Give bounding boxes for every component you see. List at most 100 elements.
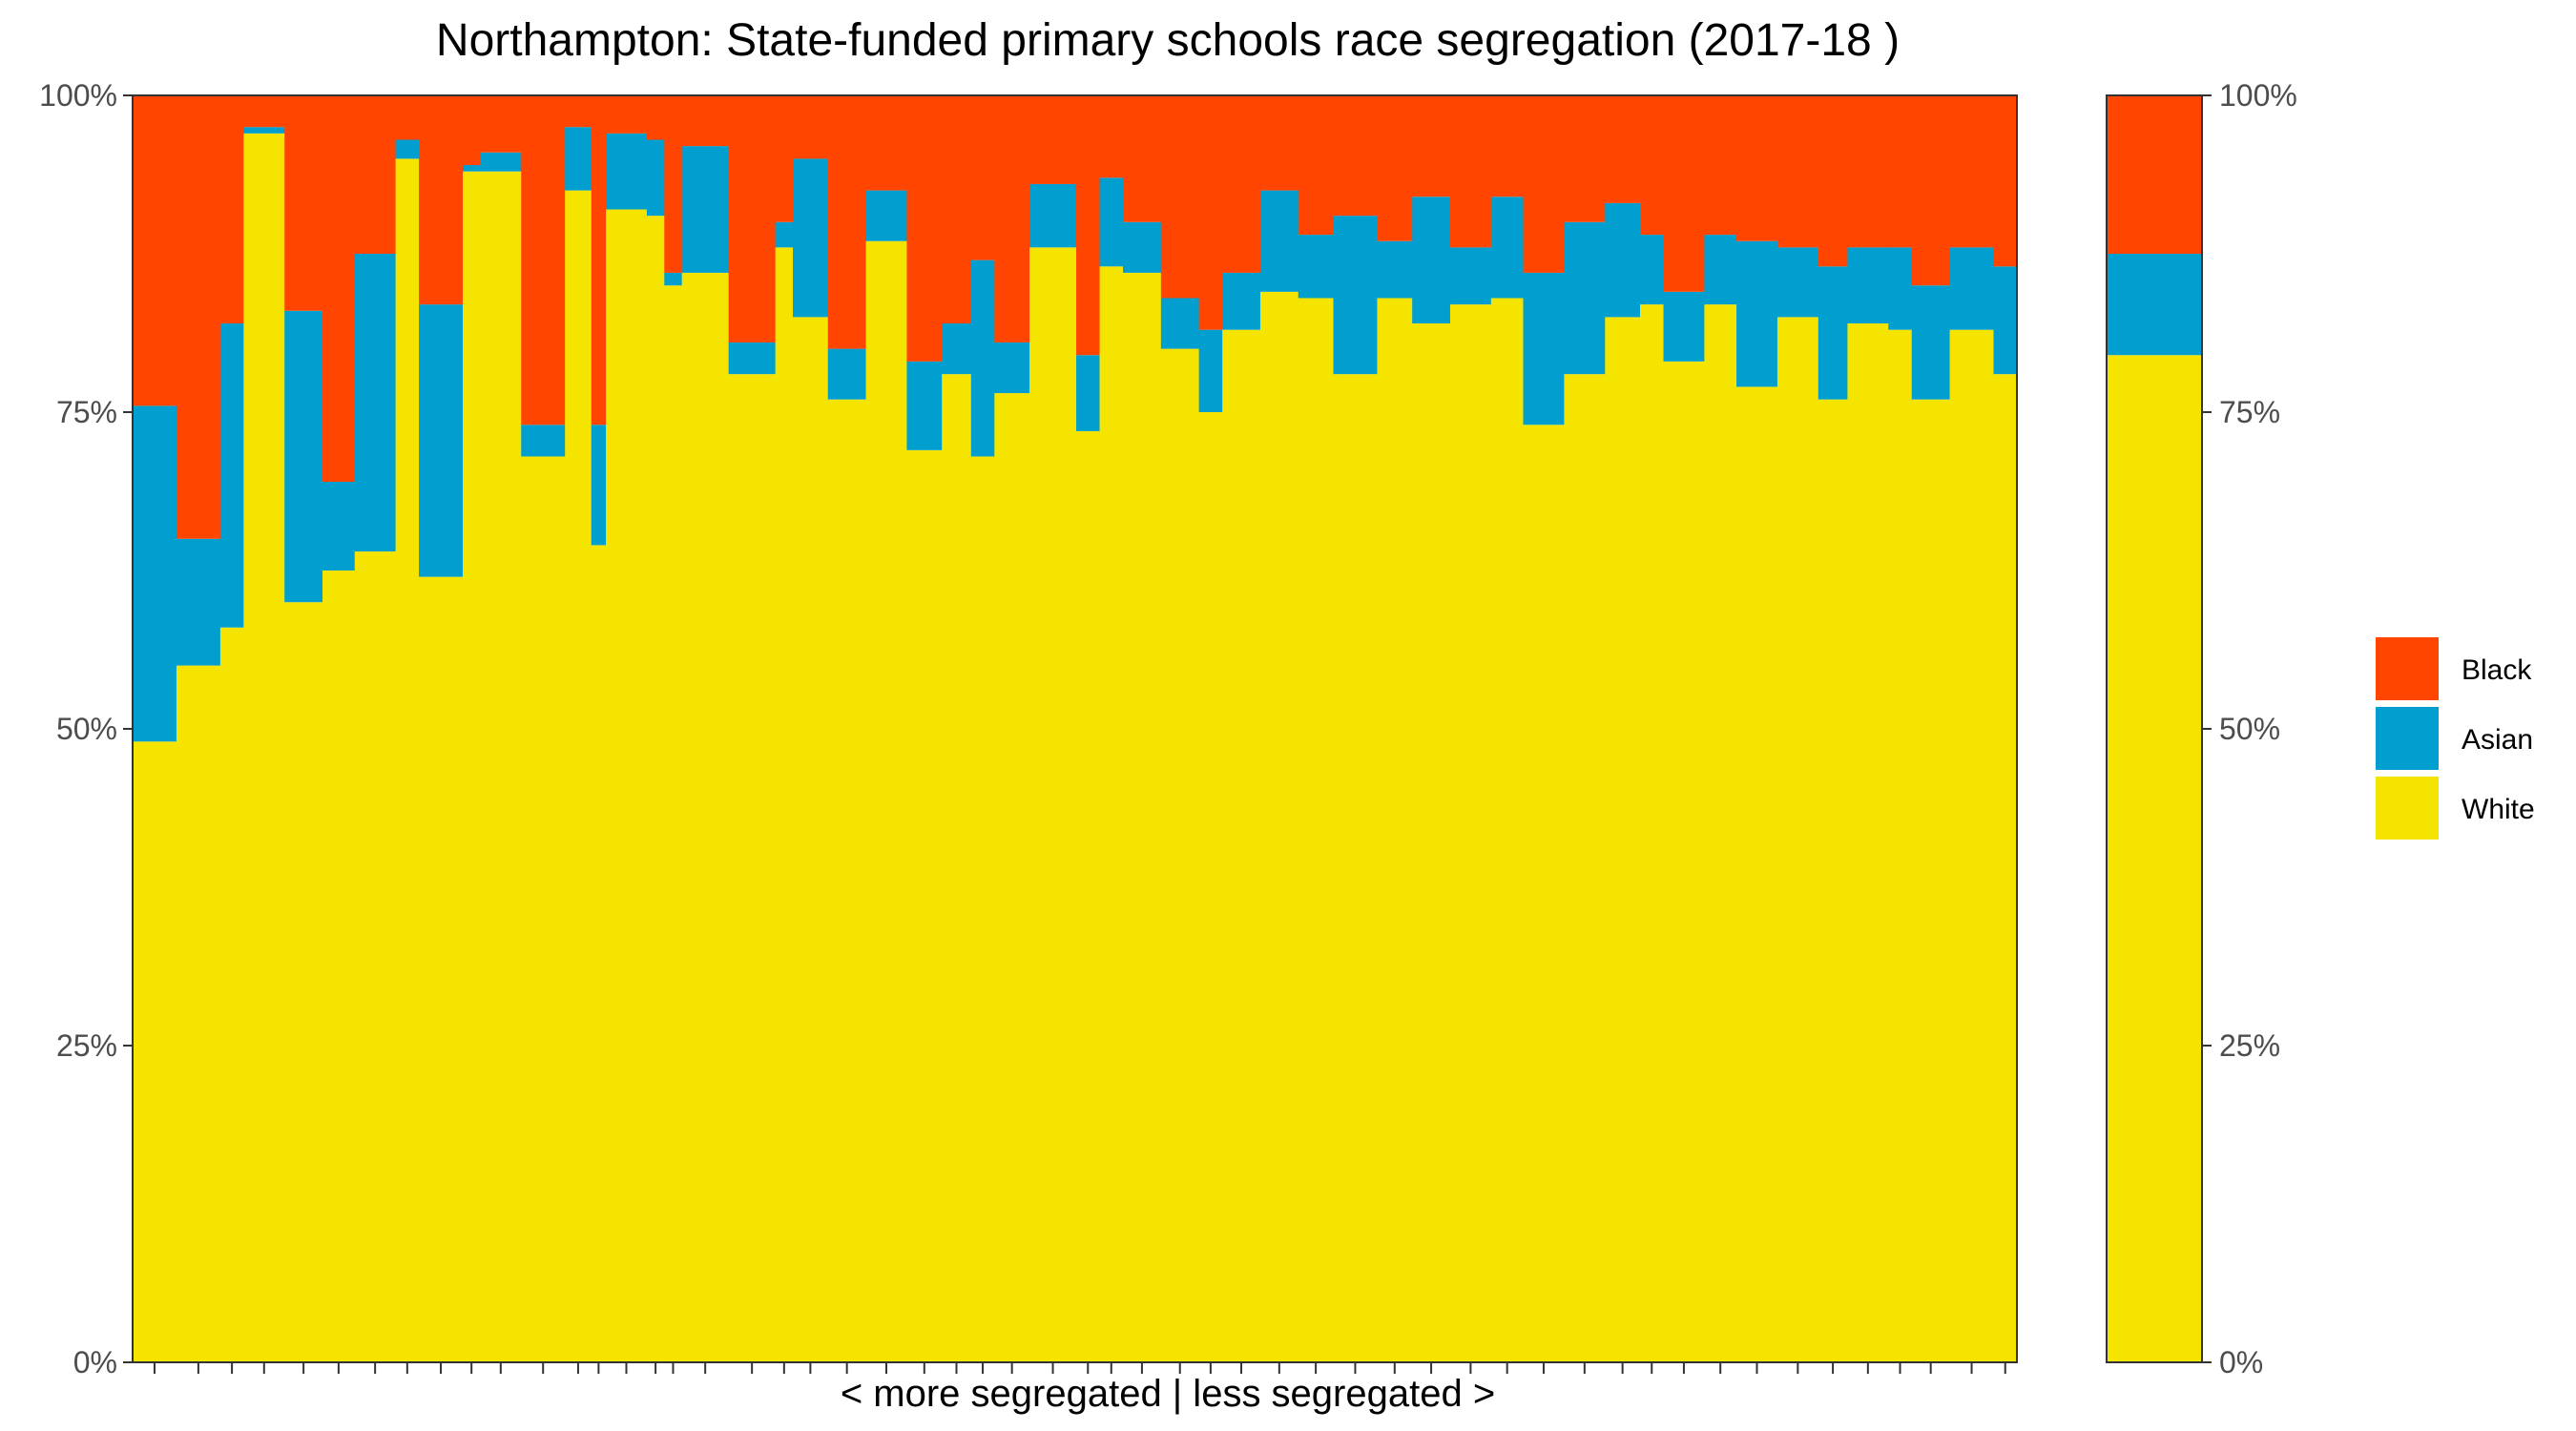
y-tick-label-left: 100% <box>39 78 117 113</box>
bar-segment-asian <box>728 342 777 375</box>
bar-segment-asian <box>1123 221 1162 273</box>
bar-segment-black <box>1449 95 1492 248</box>
bar-segment-asian <box>1029 183 1077 248</box>
bar-segment-asian <box>1099 177 1124 267</box>
bar-segment-white <box>1490 298 1525 1363</box>
bar-segment-asian <box>243 127 285 134</box>
overall-panel-border <box>2106 94 2203 1363</box>
bar-segment-asian <box>681 146 730 273</box>
bar-segment-black <box>1298 95 1335 236</box>
bar-segment-asian <box>219 323 244 628</box>
bar-segment-white <box>1847 323 1889 1362</box>
bar-segment-black <box>176 95 221 539</box>
legend-label-asian: Asian <box>2462 724 2533 756</box>
bar-segment-black <box>1099 95 1124 178</box>
bar-segment-asian <box>1704 235 1737 305</box>
bar-segment-asian <box>646 139 665 217</box>
bar-segment-white <box>395 158 420 1362</box>
bar-segment-white <box>1605 317 1641 1362</box>
bar-segment-white <box>1222 329 1261 1363</box>
bar-segment-black <box>322 95 356 483</box>
bar-segment-black <box>1776 95 1819 248</box>
bar-segment-white <box>994 393 1030 1363</box>
bar-segment-white <box>1259 291 1299 1363</box>
bar-segment-asian <box>1605 202 1641 318</box>
bar-segment-black <box>1888 95 1913 248</box>
bar-segment-black <box>133 95 177 406</box>
bar-segment-white <box>728 374 777 1362</box>
bar-segment-black <box>1818 95 1849 267</box>
bar-segment-black <box>1076 95 1101 356</box>
bar-segment-white <box>322 570 356 1362</box>
bar-segment-white <box>1776 317 1819 1362</box>
bar-segment-asian <box>1949 247 1995 330</box>
overall-segment-asian <box>2107 254 2202 356</box>
bar-segment-asian <box>1160 298 1200 349</box>
bar-segment-black <box>480 95 522 153</box>
bar-segment-asian <box>1222 272 1261 330</box>
bar-segment-white <box>1099 266 1124 1362</box>
bar-segment-black <box>419 95 464 305</box>
bar-segment-white <box>1993 374 2018 1362</box>
bar-segment-white <box>942 374 972 1362</box>
bar-segment-asian <box>1847 247 1889 324</box>
bar-segment-asian <box>1888 247 1913 330</box>
legend-label-black: Black <box>2462 654 2532 686</box>
bar-segment-black <box>827 95 867 349</box>
bar-segment-white <box>591 545 607 1362</box>
bar-segment-asian <box>606 133 648 210</box>
bar-segment-white <box>1818 399 1849 1363</box>
right-y-axis: 0% 25% 50% 75% 100% <box>2202 78 2297 1379</box>
bar-segment-white <box>1449 304 1492 1362</box>
bar-segment-black <box>728 95 777 342</box>
bar-segment-white <box>1377 298 1413 1363</box>
bar-segment-asian <box>463 165 481 172</box>
bar-segment-asian <box>1640 235 1665 305</box>
bar-segment-black <box>1911 95 1951 286</box>
bar-segment-black <box>793 95 829 159</box>
bar-segment-white <box>970 456 995 1363</box>
bar-segment-white <box>906 449 943 1363</box>
bar-segment-black <box>681 95 730 147</box>
bar-segment-asian <box>322 482 356 570</box>
bar-segment-white <box>1888 329 1913 1363</box>
bar-segment-black <box>1123 95 1162 222</box>
bar-segment-black <box>865 95 908 191</box>
bar-segment-white <box>1198 412 1223 1362</box>
bar-segment-white <box>664 285 683 1363</box>
bar-segment-asian <box>1818 266 1849 400</box>
y-tick-label-right: 75% <box>2219 395 2280 429</box>
bar-segment-white <box>354 551 397 1362</box>
bar-segment-black <box>1605 95 1641 203</box>
bar-segment-black <box>1198 95 1223 330</box>
bar-segment-black <box>1993 95 2018 267</box>
bar-segment-black <box>284 95 323 311</box>
bar-segment-white <box>606 209 648 1362</box>
bar-segment-white <box>793 317 829 1362</box>
bar-segment-white <box>1298 298 1335 1363</box>
bar-segment-black <box>1736 95 1778 241</box>
bar-segment-white <box>1704 304 1737 1362</box>
bar-segment-asian <box>1564 221 1606 375</box>
bar-segment-asian <box>1198 329 1223 412</box>
legend-swatch-black <box>2376 637 2439 700</box>
bar-segment-black <box>1640 95 1665 236</box>
y-tick-label-left: 50% <box>56 712 117 746</box>
bar-segment-black <box>646 95 665 140</box>
bar-segment-black <box>1663 95 1705 292</box>
bar-segment-asian <box>1412 197 1451 324</box>
bar-segment-white <box>243 133 285 1363</box>
bar-segment-asian <box>354 254 397 552</box>
y-tick-label-right: 25% <box>2219 1028 2280 1063</box>
bar-segment-asian <box>1663 291 1705 362</box>
bar-segment-black <box>395 95 420 140</box>
bar-segment-black <box>1377 95 1413 241</box>
bar-segment-white <box>1564 374 1606 1362</box>
left-y-axis: 0% 25% 50% 75% 100% <box>39 78 133 1379</box>
bar-segment-asian <box>565 127 592 191</box>
bar-segment-asian <box>480 152 522 172</box>
y-tick-label-right: 100% <box>2219 78 2297 113</box>
bar-segment-asian <box>284 310 323 603</box>
y-tick-label-left: 75% <box>56 395 117 429</box>
